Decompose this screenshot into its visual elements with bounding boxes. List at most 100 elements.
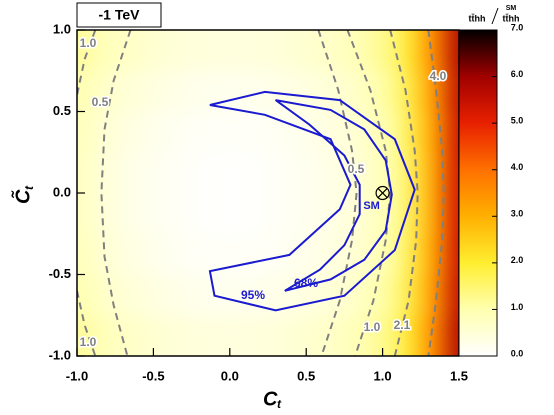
heatmap-cell	[443, 274, 459, 316]
heatmap-cell	[397, 274, 414, 316]
heatmap-cell	[214, 111, 231, 153]
heatmap-cell	[152, 70, 170, 112]
heatmap-cell	[351, 233, 368, 275]
heatmap-cell	[412, 314, 429, 356]
heatmap-cell	[290, 151, 307, 194]
level-curve	[317, 30, 358, 356]
heatmap-cell	[320, 70, 338, 112]
heatmap-cell	[229, 151, 246, 194]
overlay	[77, 30, 445, 356]
heatmap-cell	[290, 192, 307, 235]
heatmap-cell	[152, 314, 170, 356]
heatmap-cell	[214, 274, 231, 316]
y-tick-label: 0.0	[53, 184, 71, 199]
heatmap-cell	[122, 70, 139, 112]
heatmap-cell	[443, 233, 459, 275]
sm-point	[375, 185, 390, 201]
heatmap-cell	[122, 151, 139, 194]
level-curve-label: 4.0	[430, 69, 447, 83]
x-axis-label: C	[263, 388, 278, 410]
heatmap-cell	[366, 151, 384, 194]
heatmap-cell	[305, 233, 322, 275]
heatmap-cell	[91, 70, 109, 112]
heatmap-cell	[122, 274, 139, 316]
heatmap-cell	[214, 30, 231, 72]
heatmap-cell	[320, 151, 338, 194]
heatmap-cell	[443, 30, 459, 72]
heatmap-cell	[183, 233, 200, 275]
title-box	[76, 2, 162, 28]
x-tick-label: -0.5	[142, 368, 164, 383]
heatmap-cell	[305, 314, 322, 356]
heatmap-cell	[229, 111, 246, 153]
heatmap-cell	[290, 30, 307, 72]
heatmap-cell	[412, 70, 429, 112]
heatmap-cell	[122, 30, 139, 72]
heatmap-cell	[275, 314, 292, 356]
colorbar-tick-label: 0.0	[511, 348, 524, 358]
colorbar-label-numerator: tt̄hh	[469, 13, 486, 23]
heatmap-cell	[198, 192, 216, 235]
colorbar-tick-label: 4.0	[511, 162, 524, 172]
heatmap-cell	[427, 314, 445, 356]
heatmap-cell	[152, 111, 170, 153]
heatmap-cell	[259, 30, 277, 72]
heatmap-cell	[91, 30, 109, 72]
contour-label: 95%	[241, 288, 265, 302]
heatmap-cell	[305, 70, 322, 112]
heatmap-cell	[107, 314, 124, 356]
level-curve	[346, 30, 392, 356]
heatmap-cell	[412, 111, 429, 153]
heatmap-cell	[198, 70, 216, 112]
heatmap-cell	[443, 192, 459, 235]
heatmap-cell	[214, 233, 231, 275]
heatmap-cell	[183, 111, 200, 153]
heatmap-cell	[91, 233, 109, 275]
sm-point-cross	[377, 187, 388, 199]
heatmap-cell	[275, 192, 292, 235]
x-tick-label: 0.0	[221, 368, 239, 383]
heatmap-cell	[275, 30, 292, 72]
x-tick-label: -1.0	[66, 368, 88, 383]
heatmap-cell	[77, 192, 93, 235]
heatmap-cell	[229, 192, 246, 235]
heatmap-cell	[382, 314, 399, 356]
heatmap-cell	[168, 192, 185, 235]
heatmap-cell	[320, 111, 338, 153]
heatmap-cell	[152, 192, 170, 235]
heatmap-cell	[183, 274, 200, 316]
heatmap-cell	[122, 192, 139, 235]
heatmap-cell	[107, 151, 124, 194]
heatmap-cell	[183, 30, 200, 72]
heatmap-cell	[122, 314, 139, 356]
sm-label: SM	[363, 200, 380, 212]
heatmap-cell	[427, 151, 445, 194]
heatmap-cell	[137, 192, 154, 235]
heatmap-cell	[259, 274, 277, 316]
heatmap-cell	[77, 30, 93, 72]
heatmap-cell	[107, 30, 124, 72]
heatmap-cell	[366, 192, 384, 235]
heatmap-cell	[229, 274, 246, 316]
level-curve	[100, 30, 132, 356]
level-curve-label: 0.5	[92, 95, 109, 109]
heatmap-cell	[122, 233, 139, 275]
heatmap-cell	[412, 233, 429, 275]
heatmap-cell	[137, 274, 154, 316]
heatmap-cell	[290, 233, 307, 275]
heatmap-cell	[183, 151, 200, 194]
heatmap-cell	[275, 274, 292, 316]
heatmap-cell	[397, 314, 414, 356]
heatmap-cell	[351, 111, 368, 153]
heatmap-cell	[305, 30, 322, 72]
heatmap-cell	[412, 274, 429, 316]
heatmap-cell	[229, 30, 246, 72]
heatmap-cell	[443, 111, 459, 153]
heatmap-cell	[290, 70, 307, 112]
heatmap-cell	[382, 111, 399, 153]
heatmap-cell	[137, 233, 154, 275]
heatmap-cell	[244, 30, 261, 72]
heatmap-cell	[77, 314, 93, 356]
